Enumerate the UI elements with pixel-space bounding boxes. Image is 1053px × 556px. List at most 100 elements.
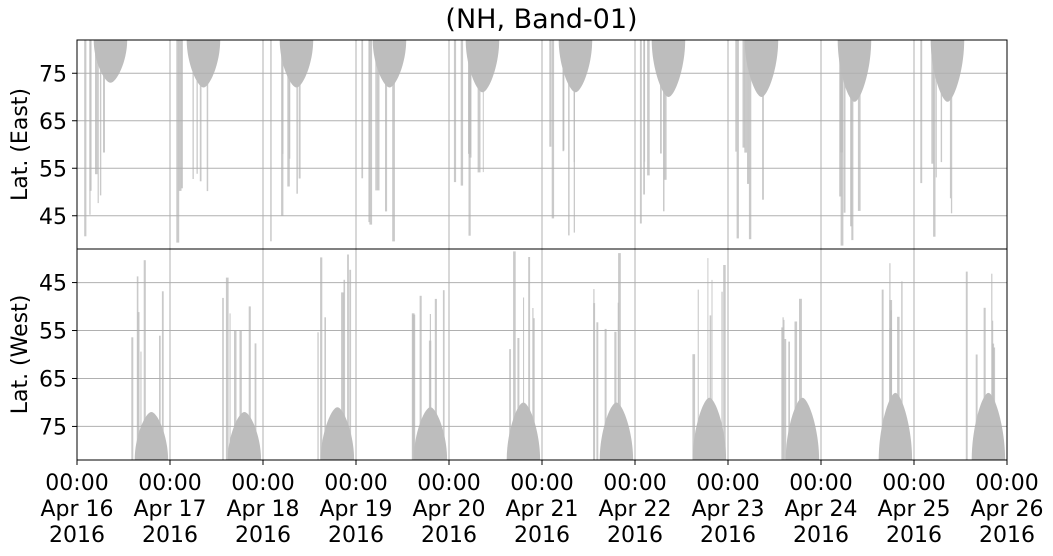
coverage-strip xyxy=(935,40,937,178)
coverage-strip xyxy=(950,40,953,214)
coverage-strip xyxy=(324,317,326,460)
coverage-strip xyxy=(206,40,209,192)
coverage-strip xyxy=(647,40,650,176)
coverage-strip xyxy=(412,314,416,460)
coverage-strip xyxy=(709,315,712,460)
coverage-lobe xyxy=(465,40,500,93)
x-tick-label: 2016 xyxy=(142,523,198,548)
coverage-strip xyxy=(192,40,194,179)
coverage-strip xyxy=(783,319,785,460)
x-tick-label: 2016 xyxy=(979,523,1035,548)
coverage-lobe xyxy=(744,40,779,97)
x-tick-label: 2016 xyxy=(421,523,477,548)
x-tick-label: 00:00 xyxy=(696,471,759,496)
x-tick-label: 2016 xyxy=(607,523,663,548)
coverage-strip xyxy=(736,40,739,239)
coverage-strip xyxy=(361,40,364,179)
coverage-strip xyxy=(562,40,565,152)
coverage-strip xyxy=(643,40,645,195)
coverage-strip xyxy=(940,40,943,163)
coverage-strip xyxy=(735,40,737,152)
x-tick-label: Apr 22 xyxy=(598,497,671,522)
coverage-strip xyxy=(840,40,843,153)
coverage-strip xyxy=(369,40,373,225)
coverage-strip xyxy=(392,40,395,242)
coverage-strip xyxy=(375,40,377,191)
coverage-strip xyxy=(196,40,198,174)
coverage-strip xyxy=(234,330,237,460)
coverage-strip xyxy=(551,40,555,219)
x-tick-label: 00:00 xyxy=(789,471,852,496)
y-axis-label: Lat. (East) xyxy=(8,88,33,201)
coverage-lobe xyxy=(320,407,355,460)
coverage-lobe xyxy=(599,402,634,460)
coverage-strip xyxy=(281,40,284,216)
coverage-strip xyxy=(453,40,457,183)
plot-area xyxy=(84,40,965,246)
coverage-strip xyxy=(747,40,750,184)
y-tick-label: 55 xyxy=(39,320,67,345)
coverage-strip xyxy=(341,292,344,460)
x-tick-label: 00:00 xyxy=(138,471,201,496)
coverage-strip xyxy=(881,289,884,460)
x-tick-label: 2016 xyxy=(793,523,849,548)
coverage-strip xyxy=(850,40,853,227)
y-axis-label: Lat. (West) xyxy=(8,295,33,415)
coverage-strip xyxy=(890,310,892,460)
coverage-strip xyxy=(131,337,134,460)
x-tick-label: 2016 xyxy=(328,523,384,548)
x-tick-label: 2016 xyxy=(886,523,942,548)
coverage-strip xyxy=(549,40,552,147)
coverage-strip xyxy=(596,322,599,460)
x-tick-label: Apr 16 xyxy=(40,497,113,522)
coverage-strip xyxy=(614,331,617,460)
coverage-strip xyxy=(376,40,380,191)
x-tick-label: 2016 xyxy=(49,523,105,548)
coverage-strip xyxy=(199,40,202,182)
x-tick-label: Apr 19 xyxy=(319,497,392,522)
coverage-strip xyxy=(618,253,621,460)
coverage-lobe xyxy=(558,40,593,93)
coverage-strip xyxy=(781,327,784,460)
coverage-strip xyxy=(368,40,370,223)
coverage-strip xyxy=(931,40,934,164)
coverage-strip xyxy=(788,341,790,460)
coverage-strip xyxy=(229,313,231,460)
coverage-strip xyxy=(347,254,349,460)
coverage-lobe xyxy=(134,412,169,460)
coverage-strip xyxy=(180,40,183,189)
coverage-strip xyxy=(385,40,388,212)
coverage-strip xyxy=(721,291,723,460)
coverage-strip xyxy=(419,295,422,460)
x-tick-label: 00:00 xyxy=(324,471,387,496)
coverage-strip xyxy=(639,40,642,224)
coverage-strip xyxy=(983,307,986,460)
coverage-strip xyxy=(723,265,726,460)
coverage-lobe xyxy=(692,397,727,460)
x-tick-label: 00:00 xyxy=(975,471,1038,496)
x-tick-label: 00:00 xyxy=(417,471,480,496)
x-tick-label: Apr 24 xyxy=(784,497,857,522)
coverage-strip xyxy=(143,260,146,460)
coverage-strip xyxy=(901,281,903,460)
coverage-strip xyxy=(97,40,99,204)
coverage-strip xyxy=(532,308,534,460)
coverage-strip xyxy=(573,40,575,233)
coverage-strip xyxy=(692,354,696,460)
coverage-lobe xyxy=(651,40,686,97)
coverage-strip xyxy=(349,269,352,460)
coverage-strip xyxy=(288,40,291,159)
coverage-strip xyxy=(568,40,570,236)
x-tick-label: Apr 25 xyxy=(877,497,950,522)
coverage-strip xyxy=(137,312,140,460)
coverage-strip xyxy=(975,354,978,460)
coverage-strip xyxy=(742,40,745,148)
coverage-strip xyxy=(317,332,319,460)
coverage-strip xyxy=(298,40,301,179)
coverage-lobe xyxy=(930,40,965,102)
coverage-strip xyxy=(95,40,98,175)
coverage-strip xyxy=(707,258,709,460)
coverage-strip xyxy=(528,257,531,460)
